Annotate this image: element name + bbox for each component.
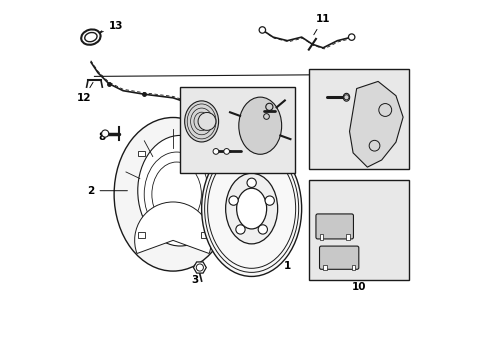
Bar — [138, 232, 145, 238]
Text: 10: 10 — [351, 282, 366, 292]
Bar — [346, 234, 349, 240]
Circle shape — [258, 225, 267, 234]
Ellipse shape — [225, 173, 277, 244]
Text: 1: 1 — [253, 246, 290, 271]
Ellipse shape — [201, 141, 301, 276]
Wedge shape — [134, 202, 211, 253]
Bar — [308, 180, 408, 280]
Bar — [201, 151, 207, 156]
Text: 2: 2 — [87, 186, 127, 196]
Text: 3: 3 — [190, 265, 198, 285]
Circle shape — [246, 178, 256, 188]
Text: 5: 5 — [261, 117, 280, 135]
Circle shape — [102, 130, 108, 137]
Text: 6: 6 — [397, 218, 405, 228]
Ellipse shape — [343, 93, 349, 101]
Ellipse shape — [238, 97, 281, 154]
Circle shape — [259, 27, 265, 33]
Bar — [201, 232, 207, 238]
FancyBboxPatch shape — [315, 214, 353, 239]
Text: 8: 8 — [98, 132, 105, 142]
Text: 7: 7 — [329, 118, 337, 139]
Text: 9: 9 — [210, 110, 226, 124]
Ellipse shape — [138, 135, 222, 246]
Polygon shape — [349, 81, 402, 167]
Ellipse shape — [114, 117, 231, 271]
Circle shape — [235, 225, 244, 234]
Circle shape — [213, 149, 218, 154]
Text: 13: 13 — [101, 21, 123, 32]
FancyBboxPatch shape — [319, 246, 358, 269]
Bar — [138, 151, 145, 156]
Bar — [323, 265, 326, 270]
Text: 11: 11 — [313, 14, 330, 35]
Circle shape — [224, 149, 229, 154]
Bar — [319, 234, 323, 240]
Bar — [308, 69, 408, 169]
Circle shape — [198, 112, 216, 130]
Bar — [351, 265, 354, 270]
Circle shape — [264, 196, 274, 205]
Text: 4: 4 — [245, 165, 265, 196]
Circle shape — [348, 34, 354, 40]
Polygon shape — [193, 262, 206, 273]
Text: 12: 12 — [76, 82, 93, 103]
Ellipse shape — [236, 188, 266, 229]
Circle shape — [228, 196, 238, 205]
Bar — [180, 87, 294, 173]
Ellipse shape — [184, 101, 218, 142]
